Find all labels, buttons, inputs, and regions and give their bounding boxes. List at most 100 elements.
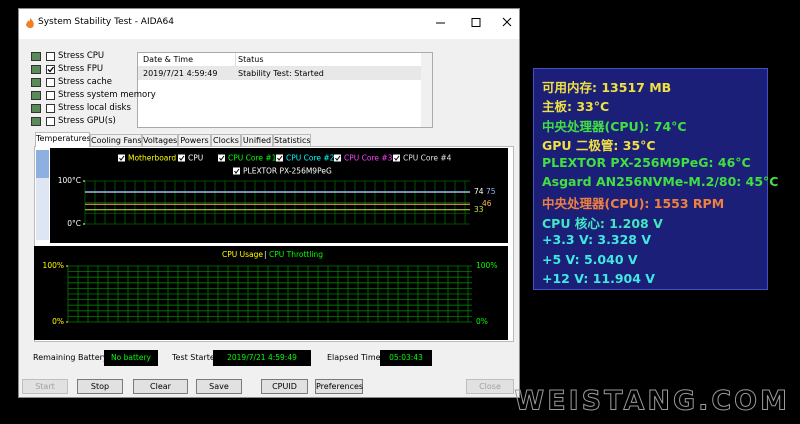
legend-label[interactable]: CPU Core #4 [403, 154, 452, 163]
check [277, 155, 283, 161]
column-header: Date & Time [143, 55, 194, 64]
button[interactable]: Preferences [315, 379, 363, 394]
graph-bg [34, 246, 508, 340]
tab[interactable]: Statistics [273, 134, 311, 146]
button[interactable]: Save [196, 379, 242, 394]
legend-label: CPU Usage [222, 250, 263, 259]
check [47, 66, 55, 73]
checkbox[interactable] [46, 65, 55, 74]
log-row[interactable] [138, 67, 421, 80]
temperature-readout: 74 [474, 187, 484, 196]
legend-label[interactable]: PLEXTOR PX-256M9PeG [243, 167, 332, 176]
legend-checkbox[interactable] [233, 167, 240, 175]
option-icon [31, 104, 41, 113]
y-tick-label: 100°C [58, 176, 81, 185]
sensor-reading: 可用内存: 13517 MB [542, 80, 672, 95]
header-line [138, 66, 421, 67]
option-label[interactable]: Stress cache [58, 77, 112, 87]
button: Start [22, 379, 68, 394]
check [234, 168, 240, 174]
checkbox[interactable] [46, 117, 55, 126]
temperature-readout: 75 [486, 187, 496, 196]
temperature-graph: Motherboard CPU CPU Core #1 CPU Core #2 CPU … [50, 148, 508, 243]
status-label: Test Started: [172, 353, 223, 362]
usage-graph: CPU Usage CPU Throttling| 100% 100% 0% 0% [34, 246, 508, 340]
tab[interactable]: Clocks [211, 134, 241, 146]
scrollbar[interactable] [421, 53, 432, 127]
legend-label[interactable]: CPU Core #2 [286, 154, 335, 163]
legend-label[interactable]: CPU Core #3 [344, 154, 393, 163]
sensor-reading: Asgard AN256NVMe-M.2/80: 45°C [542, 174, 779, 189]
legend-checkbox[interactable] [218, 154, 225, 162]
button[interactable]: CPUID [261, 379, 308, 394]
sensor-reading: CPU 核心: 1.208 V [542, 215, 663, 231]
legend-checkbox[interactable] [118, 154, 125, 162]
button: Close [466, 379, 514, 394]
sensor-reading: 中央处理器(CPU): 1553 RPM [542, 196, 725, 212]
temperature-readout: 33 [474, 205, 484, 214]
button[interactable]: Stop [77, 379, 123, 394]
sensor-reading: GPU 二极管: 35°C [542, 138, 656, 154]
y-tick-label: 0% [52, 317, 64, 326]
legend-checkbox[interactable] [334, 154, 341, 162]
y2-tick-label: 0% [476, 317, 488, 326]
graph-bg [50, 148, 508, 243]
legend-label: CPU Throttling [269, 250, 323, 259]
option-icon [31, 65, 41, 74]
legend-separator: | [264, 250, 267, 259]
option-icon [31, 52, 41, 61]
log-cell: 2019/7/21 4:59:49 [143, 69, 218, 78]
sensor-reading: 主板: 33°C [542, 99, 610, 115]
check [179, 155, 185, 161]
option-label[interactable]: Stress system memory [58, 90, 156, 100]
watermark: WEISTANG.COM [514, 386, 790, 417]
tab[interactable]: Unified [241, 134, 273, 146]
title-bar [19, 9, 519, 39]
legend-label[interactable]: Motherboard [128, 154, 176, 163]
checkbox[interactable] [46, 104, 55, 113]
legend-checkbox[interactable] [178, 154, 185, 162]
sensor-reading: PLEXTOR PX-256M9PeG: 46°C [542, 154, 751, 170]
check [335, 155, 341, 161]
option-label[interactable]: Stress CPU [58, 51, 105, 61]
legend-checkbox[interactable] [276, 154, 283, 162]
checkbox[interactable] [46, 52, 55, 61]
tab[interactable]: Cooling Fans [90, 134, 142, 146]
tab[interactable]: Temperatures [35, 132, 91, 147]
sensor-reading: +3.3 V: 3.328 V [542, 232, 651, 248]
checkbox[interactable] [46, 91, 55, 100]
sensor-reading: +12 V: 11.904 V [542, 271, 655, 286]
y2-tick-label: 100% [476, 261, 497, 270]
option-label[interactable]: Stress local disks [58, 103, 131, 113]
legend-checkbox[interactable] [393, 154, 400, 162]
temperature-readout: 46 [482, 199, 492, 208]
legend-label[interactable]: CPU [188, 154, 203, 163]
option-icon [31, 78, 41, 87]
check [394, 155, 400, 161]
sensor-reading: 中央处理器(CPU): 74°C [542, 118, 687, 134]
option-icon [31, 117, 41, 126]
tab[interactable]: Voltages [142, 134, 178, 146]
option-icon [31, 91, 41, 100]
column-header: Status [238, 55, 264, 64]
log-table [137, 52, 433, 128]
option-label[interactable]: Stress GPU(s) [58, 116, 116, 126]
app-icon [26, 18, 34, 29]
sensor-overlay [533, 68, 768, 290]
window-controls[interactable] [430, 14, 515, 32]
graph-selector-thumb[interactable] [36, 150, 49, 178]
button[interactable]: Clear [133, 379, 188, 394]
status-value: No battery [104, 350, 158, 366]
window-title: System Stability Test - AIDA64 [38, 17, 174, 27]
y-tick-label: 100% [43, 261, 64, 270]
status-label: Remaining Battery: [33, 353, 110, 362]
option-label[interactable]: Stress FPU [58, 64, 104, 74]
log-cell: Stability Test: Started [238, 69, 324, 78]
status-label: Elapsed Time: [327, 353, 384, 362]
tab[interactable]: Powers [178, 134, 211, 146]
checkbox[interactable] [46, 78, 55, 87]
check-mark [47, 66, 55, 73]
legend-label[interactable]: CPU Core #1 [228, 154, 277, 163]
